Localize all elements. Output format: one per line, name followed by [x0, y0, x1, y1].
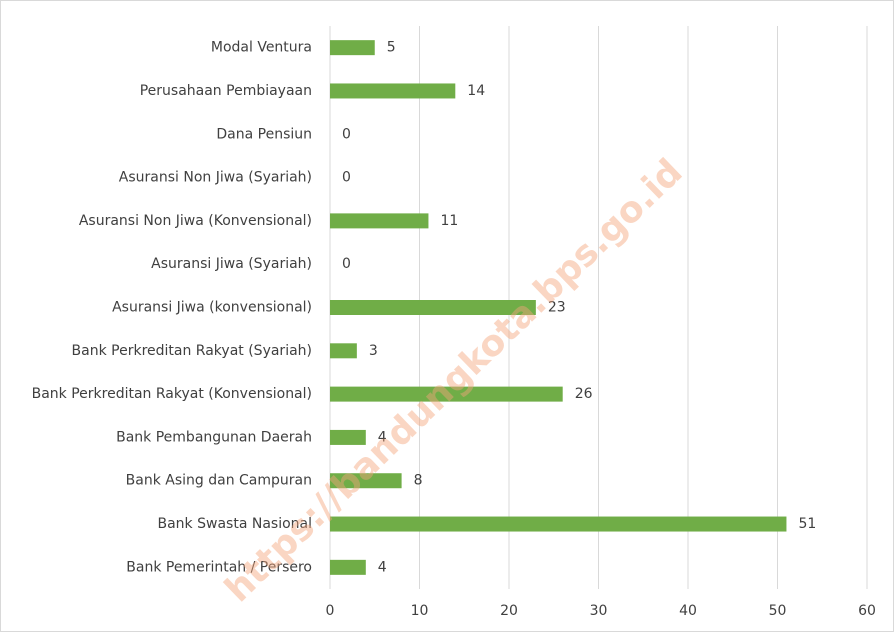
bar	[330, 213, 429, 229]
data-label: 26	[575, 386, 593, 402]
bar	[330, 429, 366, 445]
bar	[330, 343, 357, 359]
data-label: 11	[440, 213, 458, 229]
y-tick-label: Asuransi Non Jiwa (Konvensional)	[79, 213, 312, 229]
data-label: 4	[378, 559, 387, 575]
data-label: 0	[342, 126, 351, 142]
bar	[330, 473, 402, 489]
x-tick-label: 60	[858, 603, 876, 619]
data-label: 3	[369, 343, 378, 359]
y-tick-label: Bank Pembangunan Daerah	[116, 429, 312, 445]
bar	[330, 386, 563, 402]
data-label: 14	[467, 83, 485, 99]
y-tick-label: Bank Perkreditan Rakyat (Konvensional)	[32, 386, 312, 402]
x-tick-label: 20	[500, 603, 518, 619]
y-tick-label: Asuransi Jiwa (konvensional)	[112, 300, 312, 316]
data-label: 51	[798, 516, 816, 532]
y-tick-label: Asuransi Non Jiwa (Syariah)	[119, 170, 312, 186]
bar	[330, 300, 536, 315]
y-tick-label: Modal Ventura	[211, 40, 312, 56]
y-tick-label: Perusahaan Pembiayaan	[140, 83, 312, 99]
y-tick-label: Bank Perkreditan Rakyat (Syariah)	[72, 343, 312, 359]
data-label: 4	[378, 429, 387, 445]
data-label: 0	[342, 256, 351, 272]
x-tick-label: 0	[326, 603, 335, 619]
bar	[330, 40, 375, 56]
x-tick-label: 10	[411, 603, 429, 619]
x-tick-label: 40	[679, 603, 697, 619]
data-label: 0	[342, 170, 351, 186]
data-label: 23	[548, 300, 566, 316]
bar	[330, 559, 366, 575]
y-tick-label: Dana Pensiun	[216, 126, 312, 142]
y-tick-label: Bank Pemerintah / Persero	[126, 559, 312, 575]
bar	[330, 516, 787, 532]
y-tick-label: Bank Asing dan Campuran	[126, 473, 312, 489]
data-label: 8	[414, 473, 423, 489]
y-tick-label: Bank Swasta Nasional	[158, 516, 313, 532]
x-tick-label: 50	[769, 603, 787, 619]
bar	[330, 83, 456, 99]
x-tick-label: 30	[590, 603, 608, 619]
y-tick-label: Asuransi Jiwa (Syariah)	[151, 256, 312, 272]
data-label: 5	[387, 40, 396, 56]
